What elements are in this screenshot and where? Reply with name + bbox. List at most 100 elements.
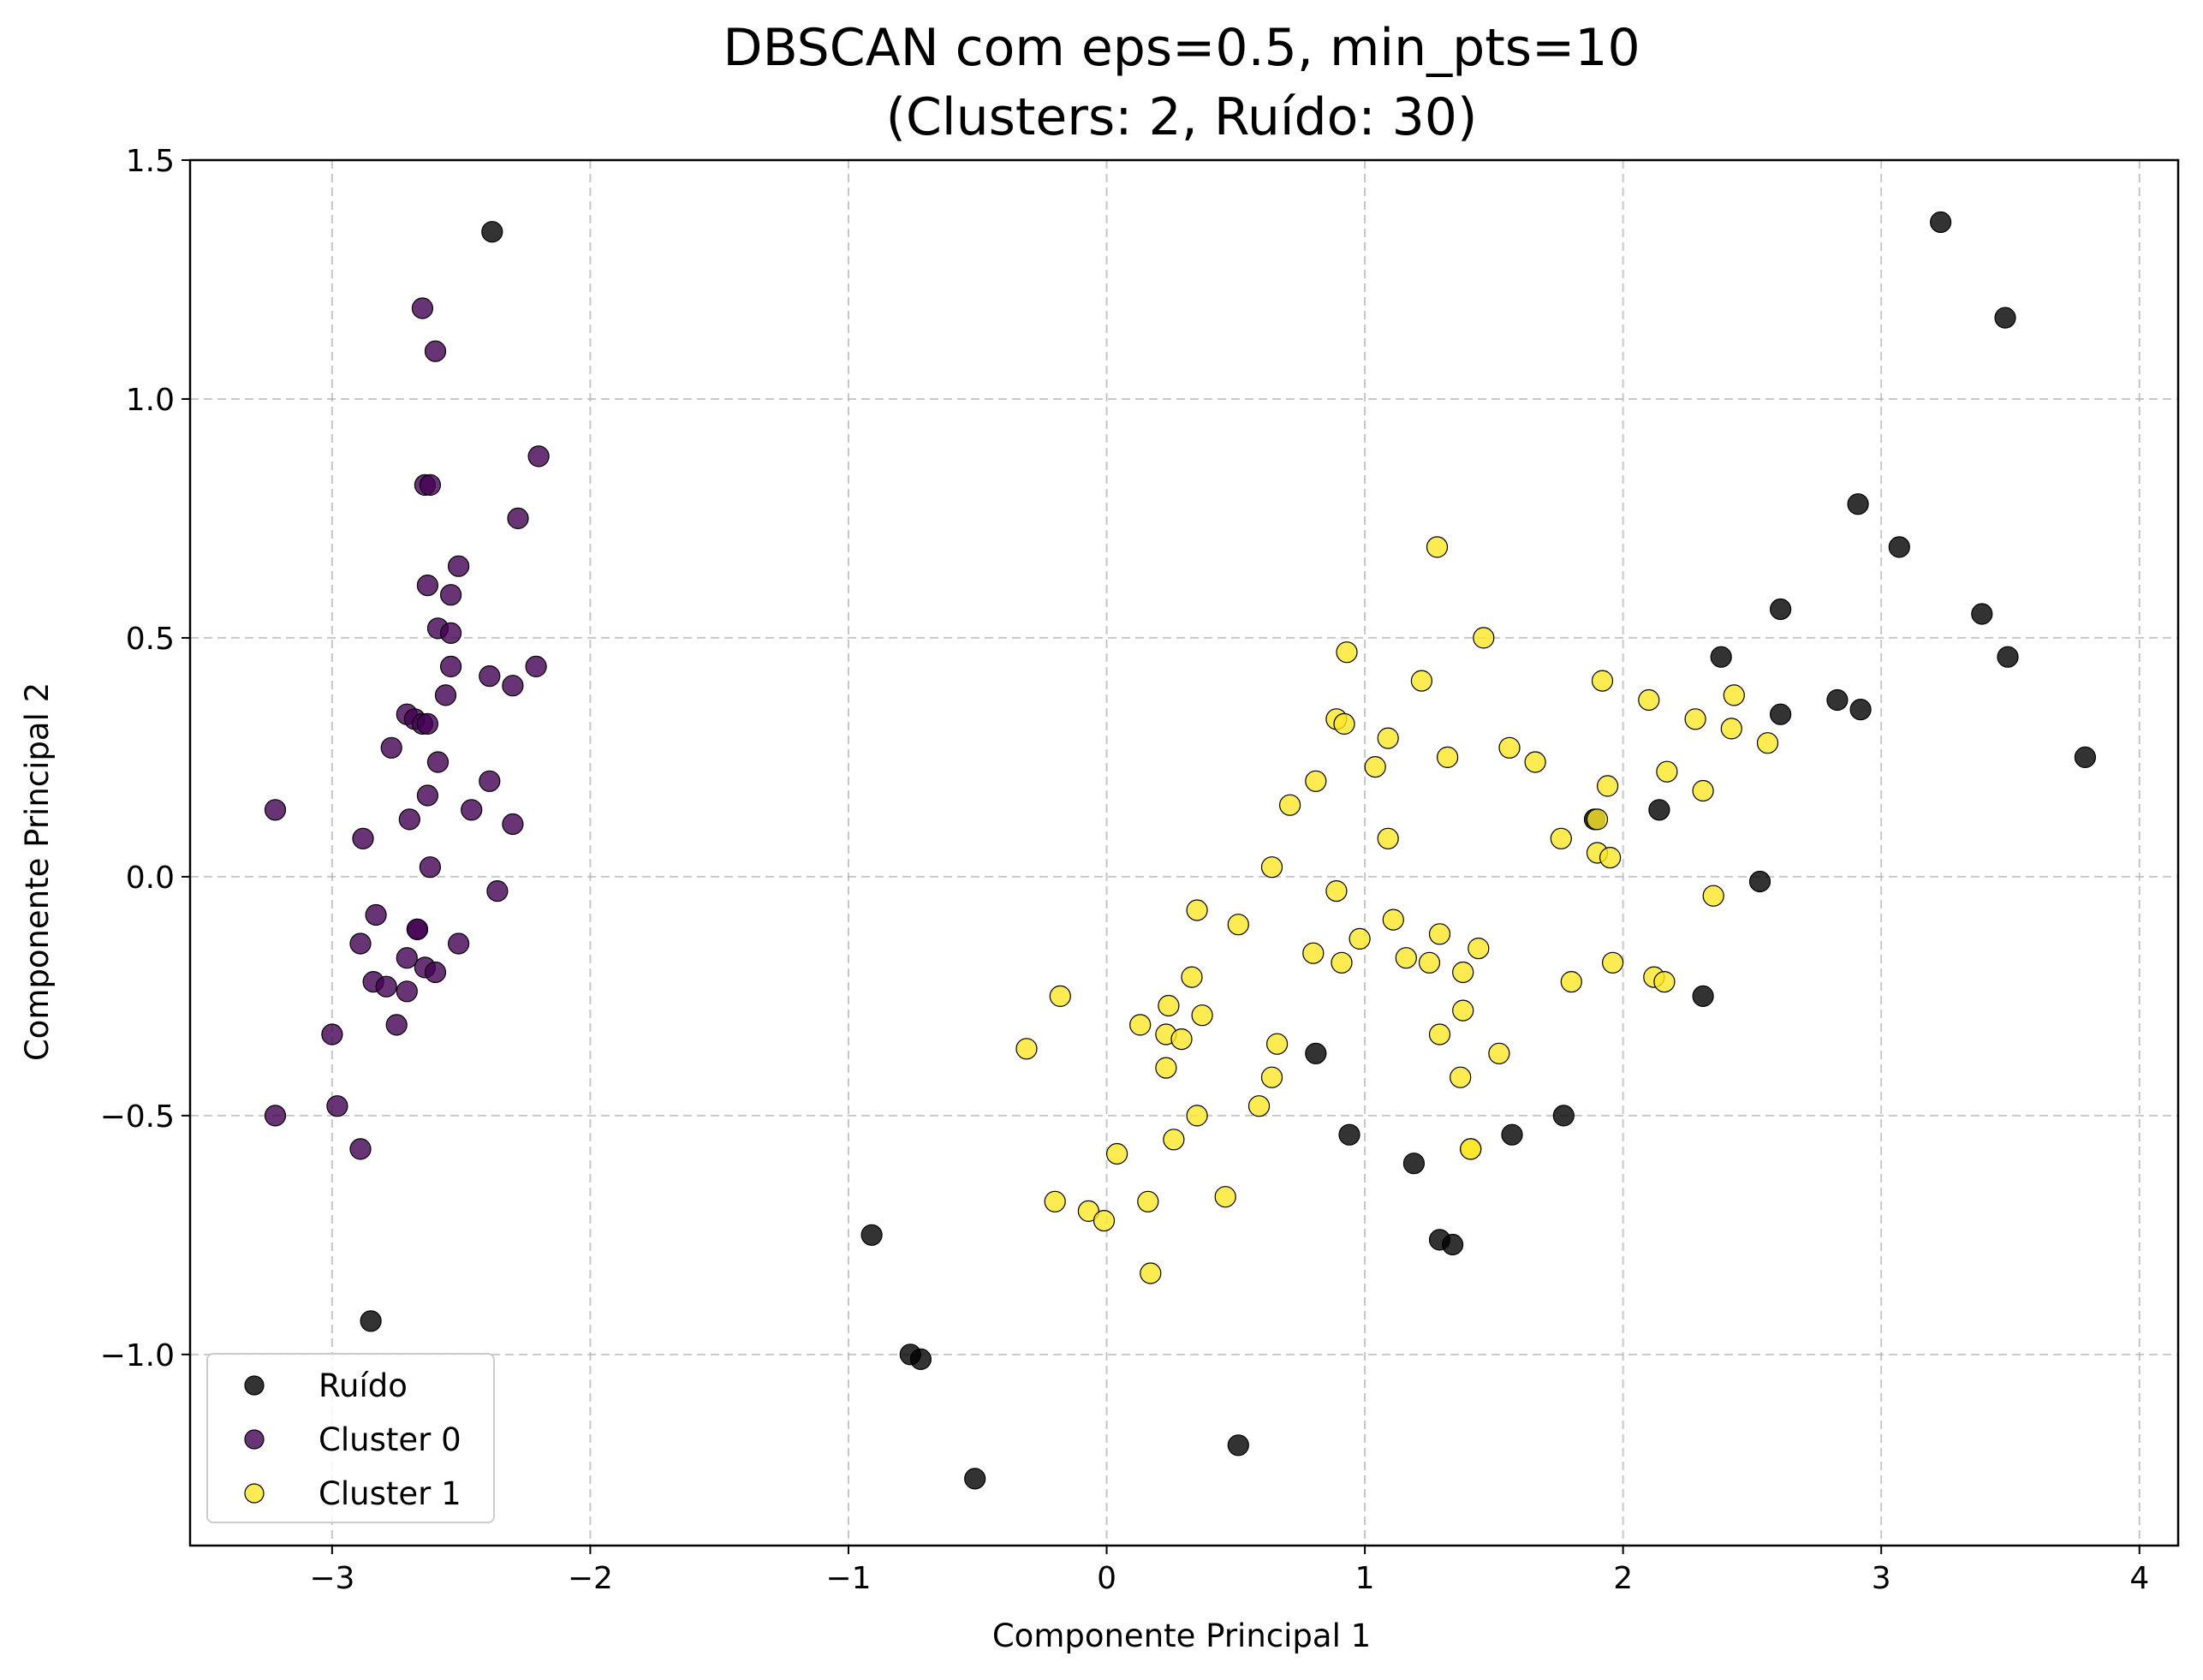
scatter-point [1077,1200,1100,1223]
scatter-point [1214,1186,1236,1208]
x-tick-label: 3 [1872,1561,1891,1596]
legend-marker-ruido [244,1375,265,1396]
scatter-point [1847,493,1869,515]
scatter-point [1702,885,1724,907]
scatter-point [1488,1042,1510,1064]
scatter-point [1692,779,1714,802]
scatter-point [507,507,529,530]
scatter-point [416,712,438,736]
scatter-point [380,736,402,759]
scatter-point [1158,994,1180,1017]
scatter-point [1338,1123,1361,1146]
scatter-point [1971,603,1993,625]
scatter-point [1692,985,1714,1008]
scatter-point [1015,1038,1038,1060]
scatter-point [447,555,470,577]
y-tick-label: 0.5 [126,622,175,657]
scatter-point [1436,746,1459,769]
legend-box [206,1353,495,1523]
scatter-point [1247,1095,1271,1117]
scatter-point [1305,1042,1327,1064]
legend-marker-cluster-1 [244,1483,265,1504]
scatter-point [1826,688,1849,712]
y-tick-label: 1.0 [126,383,175,418]
scatter-point [1428,923,1451,945]
legend-label-cluster-1: Cluster 1 [319,1475,461,1512]
scatter-point [1186,899,1208,921]
scatter-point [1186,1105,1208,1127]
scatter-point [439,622,462,645]
scatter-point [1473,627,1495,649]
scatter-point [1720,718,1742,740]
y-axis-label: Componente Principal 2 [19,682,56,1061]
scatter-point [419,474,441,497]
scatter-point [1181,966,1203,988]
scatter-point [398,808,420,831]
scatter-point [1888,536,1910,558]
scatter-point [1163,1129,1185,1151]
scatter-point [1105,1142,1128,1165]
scatter-point [1260,856,1283,879]
scatter-point [1227,1434,1249,1457]
data-points [264,211,2096,1490]
scatter-point [1170,1028,1193,1051]
scatter-point [1364,755,1386,778]
scatter-point [1377,827,1399,849]
scatter-point [1596,775,1619,797]
scatter-point [481,221,503,243]
scatter-point [1684,708,1706,730]
scatter-point [964,1468,986,1490]
scatter-point [1191,1004,1213,1027]
scatter-point [264,799,287,821]
scatter-point [411,297,433,319]
scatter-point [479,770,501,792]
scatter-point [1140,1262,1162,1284]
x-tick-label: 1 [1355,1561,1375,1596]
scatter-point [1305,770,1327,792]
scatter-point [1336,641,1358,664]
plot-frame [188,158,2180,1547]
scatter-point [439,584,462,606]
scatter-point [1260,1066,1283,1088]
scatter-point [416,784,438,807]
scatter-point [1591,670,1614,692]
scatter-point [1428,1023,1451,1046]
series-1 [264,297,550,1160]
chart-title-line-2: (Clusters: 2, Ruído: 30) [886,87,1478,147]
scatter-point [502,675,524,697]
scatter-point [1460,1138,1482,1160]
scatter-point [909,1348,932,1371]
chart-title-line-1: DBSCAN com eps=0.5, min_pts=10 [723,18,1640,78]
scatter-point [1044,1190,1066,1212]
scatter-point [1748,870,1771,893]
x-tick-label: −3 [309,1561,354,1596]
scatter-point [424,961,447,984]
x-tick-label: 2 [1613,1561,1633,1596]
scatter-point [1560,970,1582,993]
scatter-point [264,1105,287,1127]
scatter-point [1155,1057,1177,1079]
scatter-point [1498,736,1521,759]
scatter-point [525,655,547,678]
scatter-point [1648,799,1670,821]
scatter-point [1418,951,1441,974]
x-tick-label: 4 [2129,1561,2149,1596]
scatter-point [1723,684,1745,706]
scatter-point [434,684,457,706]
scatter-point [1325,879,1348,903]
scatter-point [1524,751,1546,773]
scatter-point [2074,746,2096,769]
scatter-point [1770,598,1792,621]
scatter-point [1997,646,2019,668]
scatter-point [479,664,501,688]
scatter-point [1402,1153,1426,1175]
scatter-point [375,975,397,998]
scatter-point [1333,712,1355,736]
scatter-point [406,918,428,940]
scatter-point [1410,670,1433,692]
scatter-point [426,751,450,773]
scatter-point [860,1224,883,1246]
scatter-point [1586,808,1609,831]
scatter-point [527,445,550,468]
